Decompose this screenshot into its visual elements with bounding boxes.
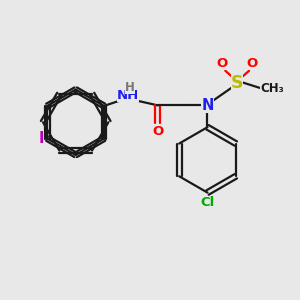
Text: O: O <box>152 125 164 138</box>
Text: N: N <box>201 98 214 113</box>
Text: S: S <box>231 74 243 92</box>
Text: H: H <box>125 81 135 94</box>
Text: Cl: Cl <box>200 196 214 209</box>
Text: CH₃: CH₃ <box>260 82 284 95</box>
Text: I: I <box>39 131 44 146</box>
Text: O: O <box>246 57 258 70</box>
Text: NH: NH <box>117 89 139 102</box>
Text: O: O <box>217 57 228 70</box>
